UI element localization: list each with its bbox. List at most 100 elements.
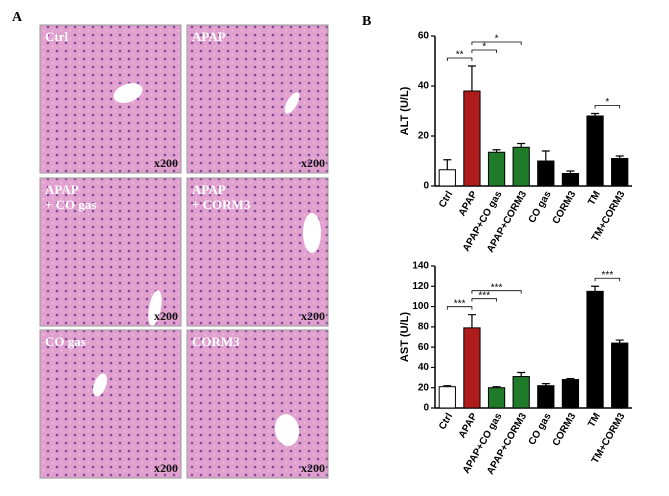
bar [611, 158, 629, 187]
error-bar [517, 371, 526, 377]
error-bar [566, 377, 575, 380]
bar [438, 386, 456, 409]
significance-bracket [471, 290, 522, 294]
magnification: x200 [154, 156, 178, 170]
error-bar [467, 65, 476, 91]
significance-label: * [605, 97, 609, 108]
image-label: APAP [192, 29, 226, 44]
error-bar [492, 149, 501, 153]
vein [303, 213, 321, 253]
significance-label: * [482, 42, 486, 53]
significance-label: * [495, 34, 499, 45]
x-tick-label: Ctrl [437, 411, 455, 432]
bar [586, 115, 604, 187]
bar [561, 379, 580, 409]
error-bar [541, 383, 550, 386]
bar [537, 160, 555, 187]
error-bar [443, 385, 452, 387]
significance-bracket [446, 57, 473, 61]
significance-bracket [471, 298, 497, 302]
error-bar [467, 314, 476, 328]
bar [512, 376, 530, 409]
bar [463, 90, 481, 187]
y-tick-label: 100 [412, 301, 429, 312]
significance-label: ** [456, 50, 464, 61]
vein [113, 83, 143, 103]
bar [463, 327, 481, 409]
significance-bracket [594, 105, 621, 109]
significance-label: *** [491, 282, 503, 293]
significance-bracket [594, 277, 621, 282]
magnification: x200 [154, 309, 178, 323]
x-tick-label: CO gas [527, 189, 554, 225]
histology-image [186, 24, 329, 174]
magnification: x200 [301, 461, 325, 475]
significance-label: *** [478, 290, 490, 301]
histology-image [39, 24, 182, 174]
vein [93, 373, 107, 397]
histology-image [186, 329, 329, 479]
y-axis-label: AST (U/L) [399, 312, 411, 362]
y-tick-label: 60 [418, 342, 430, 353]
x-tick-label: CORM3 [551, 411, 579, 448]
image-label: CORM3 [192, 334, 240, 349]
image-label: APAP [192, 182, 226, 197]
y-tick-label: 60 [418, 31, 430, 42]
image-label: APAP [45, 182, 79, 197]
magnification: x200 [301, 309, 325, 323]
bar [512, 146, 530, 187]
error-bar [517, 142, 526, 148]
error-bar [591, 285, 600, 292]
histology-image [39, 329, 182, 479]
image-label: + CO gas [45, 197, 96, 212]
bar [487, 387, 506, 409]
error-bar [443, 159, 452, 170]
image-label: Ctrl [45, 29, 68, 44]
y-tick-label: 40 [418, 81, 430, 92]
bar [438, 169, 456, 187]
error-bar [615, 339, 624, 344]
vein [284, 92, 300, 114]
x-tick-label: TM [586, 189, 603, 207]
panel-label: B [362, 14, 371, 29]
y-tick-label: 20 [418, 382, 430, 393]
x-tick-label: Ctrl [437, 189, 455, 210]
x-tick-label: CORM3 [551, 189, 579, 226]
significance-bracket [471, 41, 522, 45]
significance-bracket [446, 306, 473, 310]
bar [611, 342, 629, 409]
bar [487, 151, 506, 187]
error-bar [591, 112, 600, 116]
error-bar [566, 170, 575, 174]
histology-image [186, 177, 329, 327]
x-tick-label: CO gas [527, 411, 554, 447]
x-tick-label: APAP [457, 411, 480, 440]
y-tick-label: 140 [412, 261, 429, 272]
y-axis-label: ALT (U/L) [399, 86, 411, 135]
error-bar [615, 155, 624, 159]
error-bar [492, 386, 501, 388]
y-tick-label: 0 [423, 403, 429, 414]
y-tick-label: 40 [418, 362, 430, 373]
y-tick-label: 120 [412, 281, 429, 292]
error-bar [541, 150, 550, 161]
significance-label: *** [454, 298, 466, 309]
bar [561, 173, 580, 187]
magnification: x200 [301, 156, 325, 170]
image-label: CO gas [45, 334, 86, 349]
significance-label: *** [602, 270, 614, 281]
y-tick-label: 20 [418, 131, 430, 142]
bar [586, 290, 604, 409]
vein [274, 414, 300, 446]
bar [537, 385, 555, 409]
y-tick-label: 80 [418, 321, 430, 332]
significance-bracket [471, 49, 497, 53]
panel-label: A [12, 10, 23, 25]
y-tick-label: 0 [423, 181, 429, 192]
image-label: + CORM3 [192, 197, 251, 212]
vein [148, 290, 162, 326]
x-tick-label: TM [586, 411, 603, 429]
x-tick-label: APAP [457, 189, 480, 218]
magnification: x200 [154, 461, 178, 475]
